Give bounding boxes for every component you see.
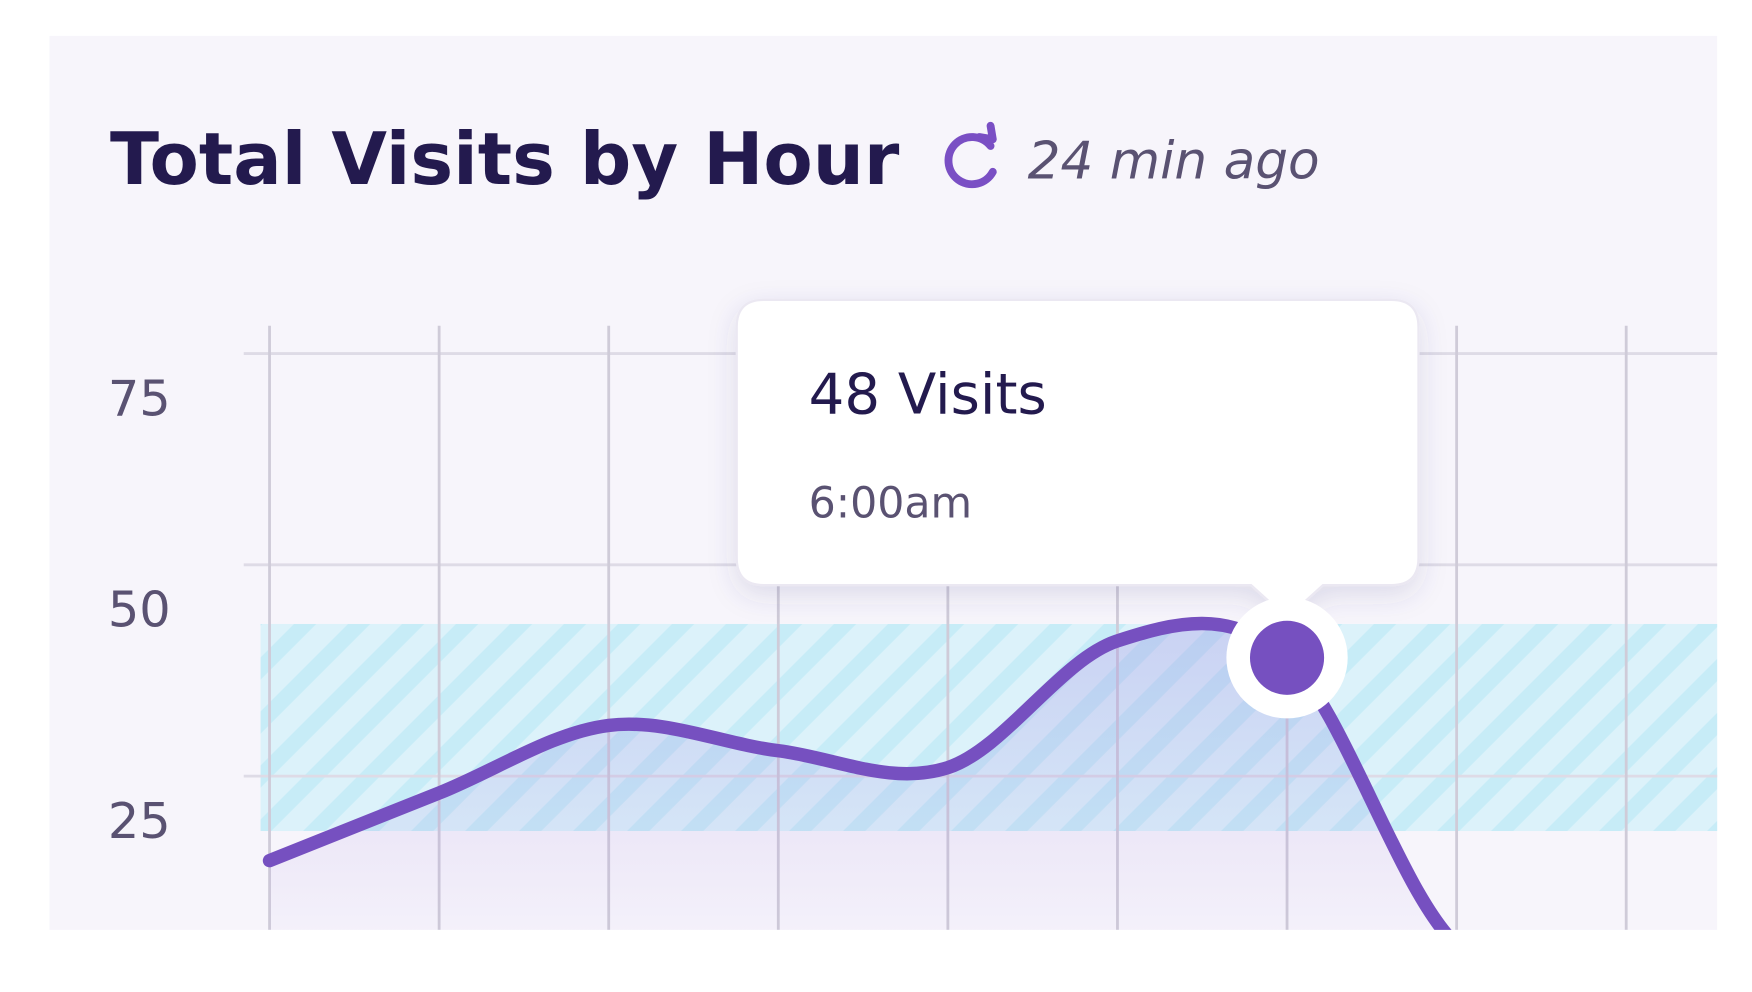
updated-label: 24 min ago <box>1028 132 1320 192</box>
y-tick-label: 25 <box>108 792 171 850</box>
refresh-icon[interactable] <box>944 121 997 189</box>
tooltip-title: 48 Visits <box>809 362 1047 427</box>
y-tick-label: 75 <box>108 369 171 427</box>
tooltip-subtitle: 6:00am <box>809 479 972 529</box>
chart-title: Total Visits by Hour <box>110 117 900 201</box>
y-tick-label: 50 <box>108 581 171 639</box>
tooltip-box <box>735 298 1420 620</box>
tooltip <box>735 298 1420 620</box>
overlay: 48 Visits 6:00am <box>735 298 1420 719</box>
point <box>1249 620 1325 695</box>
line <box>262 616 1452 930</box>
